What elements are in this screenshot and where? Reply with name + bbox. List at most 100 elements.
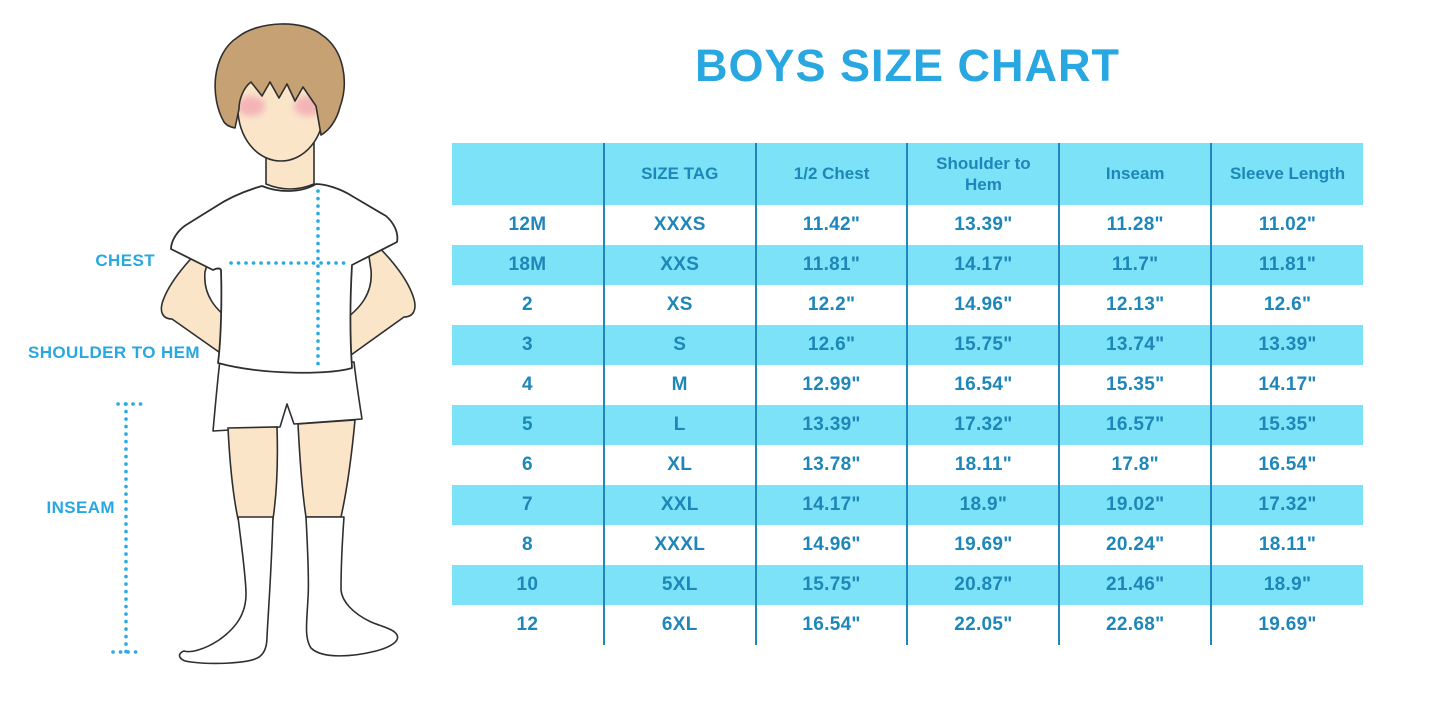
table-cell: 12 — [452, 605, 605, 645]
table-cell: 5XL — [603, 565, 757, 605]
table-cell: 16.54" — [1258, 454, 1317, 475]
column-header: 1/2 Chest — [755, 143, 909, 205]
table-row: 3 S 12.6" 15.75" 13.74" 13.39" — [452, 325, 1363, 365]
table-cell: 14.17" — [1258, 374, 1317, 395]
size-chart-table: SIZE TAG 1/2 Chest Shoulder to Hem Inseam Sl… — [452, 143, 1363, 645]
table-cell: 14.96" — [755, 525, 909, 565]
table-cell: 19.02" — [1059, 485, 1213, 525]
table-row: 4 M 12.99" 16.54" 15.35" 14.17" — [452, 365, 1363, 405]
page-title: BOYS SIZE CHART — [694, 40, 1121, 91]
table-cell: 21.46" — [1059, 565, 1213, 605]
table-row: 18M XXS 11.81" 14.17" 11.7" 11.81" — [452, 245, 1363, 285]
table-cell: 20.87" — [907, 565, 1061, 605]
table-cell: 17.32" — [907, 405, 1061, 445]
table-cell: 10 — [452, 565, 605, 605]
table-cell: 13.39" — [755, 405, 909, 445]
table-cell: XXXS — [603, 205, 757, 245]
column-header: Sleeve Length — [1211, 143, 1363, 205]
table-cell: XXL — [603, 485, 757, 525]
column-header — [452, 143, 605, 205]
table-cell: 18.11" — [907, 445, 1061, 485]
boy-figure-illustration — [111, 23, 416, 665]
chest-label: CHEST — [95, 251, 155, 270]
table-cell: 20.24" — [1059, 525, 1213, 565]
table-cell: 12.6" — [1263, 294, 1312, 315]
table-cell: 11.81" — [755, 245, 909, 285]
table-cell: 15.35" — [1258, 414, 1317, 435]
table-cell: 6 — [452, 445, 605, 485]
shoulder-to-hem-label: SHOULDER TO HEM — [28, 343, 200, 362]
table-cell: 11.02" — [1258, 214, 1317, 235]
table-cell: 11.81" — [1258, 254, 1317, 275]
table-cell: 11.42" — [755, 205, 909, 245]
table-cell: S — [603, 325, 757, 365]
table-cell: 14.96" — [907, 285, 1061, 325]
table-cell: M — [603, 365, 757, 405]
table-row: 12 6XL 16.54" 22.05" 22.68" 19.69" — [452, 605, 1363, 645]
table-cell: 6XL — [603, 605, 757, 645]
table-row: 6 XL 13.78" 18.11" 17.8" 16.54" — [452, 445, 1363, 485]
table-cell: 13.39" — [1258, 334, 1317, 355]
table-cell: XXS — [603, 245, 757, 285]
table-cell: 22.05" — [907, 605, 1061, 645]
size-chart-header: SIZE TAG 1/2 Chest Shoulder to Hem Inseam Sl… — [452, 143, 1363, 205]
table-cell: 17.32" — [1258, 494, 1317, 515]
table-cell: 14.17" — [755, 485, 909, 525]
table-cell: 12.13" — [1059, 285, 1213, 325]
table-cell: 12M — [452, 205, 605, 245]
table-cell: 11.28" — [1059, 205, 1213, 245]
header-row: SIZE TAG 1/2 Chest Shoulder to Hem Inseam Sl… — [452, 143, 1363, 205]
boy-left-leg — [227, 426, 279, 520]
boy-left-arm — [160, 235, 238, 358]
table-cell: 16.57" — [1059, 405, 1213, 445]
boy-hair — [214, 23, 346, 136]
table-cell: 18M — [452, 245, 605, 285]
boy-shorts — [212, 359, 363, 432]
table-cell: 12.6" — [755, 325, 909, 365]
table-row: 5 L 13.39" 17.32" 16.57" 15.35" — [452, 405, 1363, 445]
table-row: 8 XXXL 14.96" 19.69" 20.24" 18.11" — [452, 525, 1363, 565]
table-cell: 19.69" — [907, 525, 1061, 565]
table-cell: 19.69" — [1258, 614, 1317, 635]
table-cell: 17.8" — [1059, 445, 1213, 485]
table-cell: 22.68" — [1059, 605, 1213, 645]
table-cell: XXXL — [603, 525, 757, 565]
table-cell: 11.7" — [1059, 245, 1213, 285]
table-cell: XL — [603, 445, 757, 485]
table-cell: 14.17" — [907, 245, 1061, 285]
size-chart-body: 12M XXXS 11.42" 13.39" 11.28" 11.02" 18M XXS 11.… — [452, 205, 1363, 645]
table-row: 10 5XL 15.75" 20.87" 21.46" 18.9" — [452, 565, 1363, 605]
table-cell: 3 — [452, 325, 605, 365]
table-cell: 12.99" — [755, 365, 909, 405]
table-cell: 15.35" — [1059, 365, 1213, 405]
boy-right-arm — [339, 235, 416, 356]
table-cell: 18.11" — [1258, 534, 1317, 555]
table-cell: 13.78" — [755, 445, 909, 485]
table-cell: 7 — [452, 485, 605, 525]
boy-tshirt — [170, 183, 399, 374]
table-cell: 13.39" — [907, 205, 1061, 245]
table-cell: 18.9" — [907, 485, 1061, 525]
column-header: SIZE TAG — [603, 143, 757, 205]
boy-right-sock — [305, 516, 399, 657]
boy-left-sock — [178, 516, 274, 665]
table-cell: 5 — [452, 405, 605, 445]
table-row: 7 XXL 14.17" 18.9" 19.02" 17.32" — [452, 485, 1363, 525]
table-cell: 8 — [452, 525, 605, 565]
boy-cheek-left — [237, 96, 265, 116]
table-cell: 12.2" — [755, 285, 909, 325]
table-cell: 15.75" — [755, 565, 909, 605]
table-cell: 2 — [452, 285, 605, 325]
boy-right-leg — [297, 419, 356, 518]
inseam-label: INSEAM — [46, 498, 115, 517]
table-cell: XS — [603, 285, 757, 325]
table-row: 2 XS 12.2" 14.96" 12.13" 12.6" — [452, 285, 1363, 325]
table-cell: 16.54" — [755, 605, 909, 645]
column-header: Inseam — [1059, 143, 1213, 205]
column-header: Shoulder to Hem — [907, 143, 1061, 205]
table-cell: L — [603, 405, 757, 445]
table-row: 12M XXXS 11.42" 13.39" 11.28" 11.02" — [452, 205, 1363, 245]
table-cell: 15.75" — [907, 325, 1061, 365]
table-cell: 13.74" — [1059, 325, 1213, 365]
